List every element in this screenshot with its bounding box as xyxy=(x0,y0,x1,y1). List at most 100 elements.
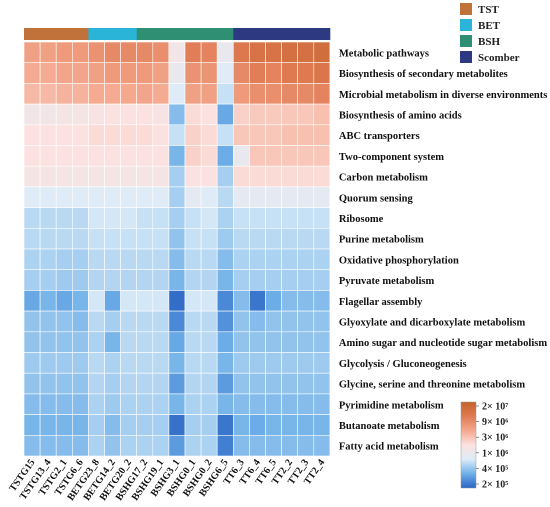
group-bar-cell xyxy=(40,28,57,40)
heatmap-cell xyxy=(152,186,170,208)
heatmap-cell xyxy=(104,269,121,291)
heatmap-cell xyxy=(88,186,105,208)
heatmap-cell xyxy=(233,414,250,436)
heatmap-cell xyxy=(120,186,137,208)
color-scale-label: 1× 10⁶ xyxy=(482,448,508,459)
heatmap-cell xyxy=(200,41,218,64)
heatmap-cell xyxy=(55,269,73,291)
heatmap-cell xyxy=(136,331,154,353)
heatmap-cell xyxy=(233,352,250,374)
heatmap-cell xyxy=(281,124,299,146)
heatmap-cell xyxy=(281,372,299,395)
heatmap-cell xyxy=(88,248,105,271)
heatmap-cell xyxy=(200,352,218,374)
heatmap-cell xyxy=(39,248,57,271)
heatmap-cell xyxy=(39,103,57,126)
heatmap-cell xyxy=(104,414,121,436)
heatmap-cell xyxy=(184,434,202,457)
heatmap-cell xyxy=(297,352,315,374)
heatmap-cell xyxy=(55,248,73,271)
heatmap-cell xyxy=(136,165,154,188)
legend-label: TST xyxy=(478,4,499,16)
heatmap-cell xyxy=(281,145,299,167)
heatmap-cell xyxy=(313,352,331,374)
heatmap-cell xyxy=(184,103,202,126)
heatmap-cell xyxy=(281,414,299,436)
heatmap-cell xyxy=(281,393,299,415)
group-bar-cell xyxy=(281,28,299,40)
row-label: Pyruvate metabolism xyxy=(339,276,435,287)
heatmap-cell xyxy=(233,434,250,457)
heatmap-cell xyxy=(72,207,89,229)
heatmap-cell xyxy=(39,62,57,84)
heatmap-cell xyxy=(168,41,186,64)
heatmap-cell xyxy=(313,124,331,146)
heatmap-cell xyxy=(249,248,266,271)
heatmap-cell xyxy=(23,310,41,333)
heatmap-cell xyxy=(104,207,121,229)
heatmap-cell xyxy=(152,165,170,188)
heatmap-cell xyxy=(200,228,218,250)
heatmap-cell xyxy=(152,83,170,105)
row-label: Ribosome xyxy=(339,214,384,225)
heatmap-cell xyxy=(23,83,41,105)
color-scale-label: 2× 10⁷ xyxy=(482,402,508,413)
heatmap-cell xyxy=(281,228,299,250)
heatmap-cell xyxy=(120,103,137,126)
heatmap-cell xyxy=(249,207,266,229)
group-bar-cell xyxy=(201,28,218,40)
heatmap-cell xyxy=(39,310,57,333)
heatmap-cell xyxy=(39,145,57,167)
row-label: Purine metabolism xyxy=(339,235,424,246)
heatmap-cell xyxy=(55,124,73,146)
heatmap-cell xyxy=(200,165,218,188)
heatmap-cell xyxy=(297,393,315,415)
heatmap-cell xyxy=(136,290,154,312)
heatmap-cell xyxy=(152,414,170,436)
row-label: Carbon metabolism xyxy=(339,173,428,184)
heatmap-cell xyxy=(72,165,89,188)
color-scale-bar xyxy=(460,401,477,489)
heatmap-cell xyxy=(297,62,315,84)
heatmap-cell xyxy=(23,186,41,208)
heatmap-cell xyxy=(216,290,234,312)
heatmap-cell xyxy=(55,207,73,229)
heatmap-cell xyxy=(168,186,186,208)
row-label: Biosynthesis of secondary metabolites xyxy=(339,69,508,80)
heatmap-cell xyxy=(233,372,250,395)
heatmap-cell xyxy=(281,103,299,126)
row-label: Butanoate metabolism xyxy=(339,421,440,432)
heatmap-cell xyxy=(55,393,73,415)
color-scale-label: 4× 10⁵ xyxy=(482,464,508,475)
heatmap-cell xyxy=(136,310,154,333)
heatmap-cell xyxy=(216,248,234,271)
group-bar-cell xyxy=(120,28,138,40)
heatmap-cell xyxy=(265,331,282,353)
heatmap-cell xyxy=(281,207,299,229)
heatmap-cell xyxy=(168,103,186,126)
heatmap-cell xyxy=(120,228,137,250)
heatmap-cell xyxy=(72,434,89,457)
heatmap-cell xyxy=(249,331,266,353)
group-bar-cell xyxy=(233,28,250,40)
heatmap-cell xyxy=(72,41,89,64)
heatmap-cell xyxy=(200,124,218,146)
heatmap-cell xyxy=(281,290,299,312)
heatmap-cell xyxy=(200,290,218,312)
row-label: Metabolic pathways xyxy=(339,48,429,59)
heatmap-cell xyxy=(200,207,218,229)
heatmap-cell xyxy=(281,331,299,353)
heatmap-cell xyxy=(233,83,250,105)
heatmap-cell xyxy=(216,310,234,333)
heatmap-cell xyxy=(249,83,266,105)
heatmap-cell xyxy=(313,331,331,353)
heatmap-cell xyxy=(23,41,41,64)
heatmap-cell xyxy=(297,228,315,250)
row-label: Biosynthesis of amino acids xyxy=(339,110,462,121)
heatmap-cell xyxy=(168,352,186,374)
heatmap-cell xyxy=(184,186,202,208)
heatmap-cell xyxy=(39,372,57,395)
heatmap-cell xyxy=(152,248,170,271)
heatmap-cell xyxy=(104,372,121,395)
heatmap-cell xyxy=(55,228,73,250)
